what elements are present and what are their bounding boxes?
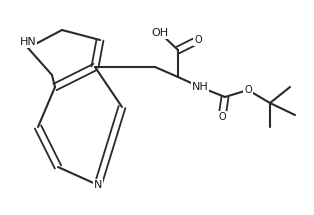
Text: NH: NH [192,82,208,92]
Text: O: O [218,112,226,122]
Text: O: O [194,35,202,45]
Text: N: N [94,180,102,190]
Text: HN: HN [19,37,36,47]
Text: O: O [244,85,252,95]
Text: OH: OH [151,28,169,38]
